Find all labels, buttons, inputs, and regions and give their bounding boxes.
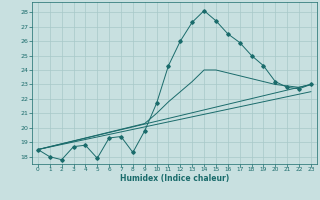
X-axis label: Humidex (Indice chaleur): Humidex (Indice chaleur) bbox=[120, 174, 229, 183]
